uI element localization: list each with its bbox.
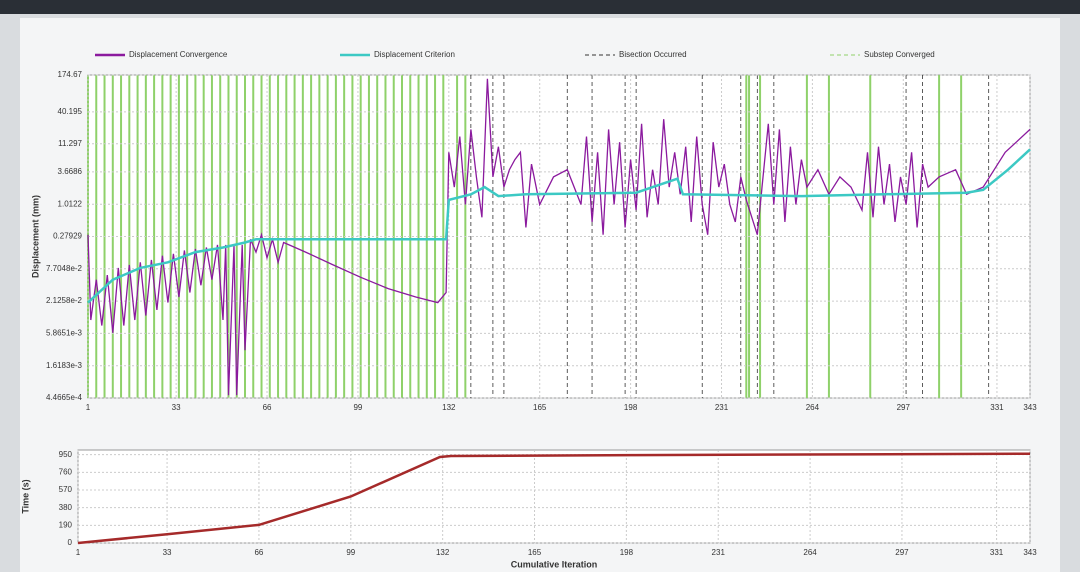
x-tick-label: 264 <box>806 403 820 412</box>
x-tick-label: 231 <box>715 403 729 412</box>
x-tick-label: 99 <box>353 403 362 412</box>
y-axis-title: Time (s) <box>20 479 30 513</box>
y-tick-label: 1.6183e-3 <box>46 361 83 370</box>
x-tick-label: 297 <box>897 403 911 412</box>
x-tick-label: 231 <box>712 548 726 557</box>
y-tick-label: 2.1258e-2 <box>46 296 83 305</box>
y-tick-label: 760 <box>59 467 73 476</box>
y-tick-label: 7.7048e-2 <box>46 264 83 273</box>
y-tick-label: 570 <box>59 485 73 494</box>
y-tick-label: 0.27929 <box>53 232 82 241</box>
y-tick-label: 3.6686 <box>58 167 83 176</box>
x-tick-label: 132 <box>442 403 456 412</box>
y-tick-label: 0 <box>68 538 73 547</box>
legend-label: Displacement Convergence <box>129 50 228 59</box>
x-tick-label: 132 <box>436 548 450 557</box>
x-tick-label: 66 <box>254 548 263 557</box>
x-tick-label: 33 <box>163 548 172 557</box>
legend-label: Substep Converged <box>864 50 935 59</box>
series-line <box>77 452 1031 545</box>
x-tick-label: 1 <box>76 548 81 557</box>
x-tick-label: 165 <box>533 403 547 412</box>
x-tick-label: 331 <box>990 548 1004 557</box>
y-tick-label: 40.195 <box>58 107 83 116</box>
x-tick-label: 331 <box>990 403 1004 412</box>
series-line <box>87 78 1031 396</box>
x-tick-label: 165 <box>528 548 542 557</box>
x-tick-label: 99 <box>346 548 355 557</box>
x-tick-label: 1 <box>86 403 91 412</box>
x-tick-label: 264 <box>803 548 817 557</box>
x-tick-label: 33 <box>172 403 181 412</box>
y-tick-label: 5.8651e-3 <box>46 329 83 338</box>
x-tick-label: 343 <box>1023 403 1037 412</box>
window-bar <box>0 0 1080 14</box>
x-tick-label: 198 <box>624 403 638 412</box>
y-tick-label: 4.4665e-4 <box>46 393 83 402</box>
legend-label: Displacement Criterion <box>374 50 455 59</box>
x-tick-label: 198 <box>620 548 634 557</box>
x-tick-label: 343 <box>1023 548 1037 557</box>
x-tick-label: 66 <box>263 403 272 412</box>
y-tick-label: 1.0122 <box>58 199 83 208</box>
y-tick-label: 190 <box>59 520 73 529</box>
y-tick-label: 174.67 <box>58 70 83 79</box>
y-tick-label: 11.297 <box>58 139 82 148</box>
x-tick-label: 297 <box>895 548 909 557</box>
x-axis-title: Cumulative Iteration <box>511 559 598 569</box>
y-tick-label: 950 <box>59 450 73 459</box>
y-tick-label: 380 <box>59 503 73 512</box>
series-line <box>87 148 1031 304</box>
legend-label: Bisection Occurred <box>619 50 687 59</box>
y-axis-title: Displacement (mm) <box>30 195 40 278</box>
